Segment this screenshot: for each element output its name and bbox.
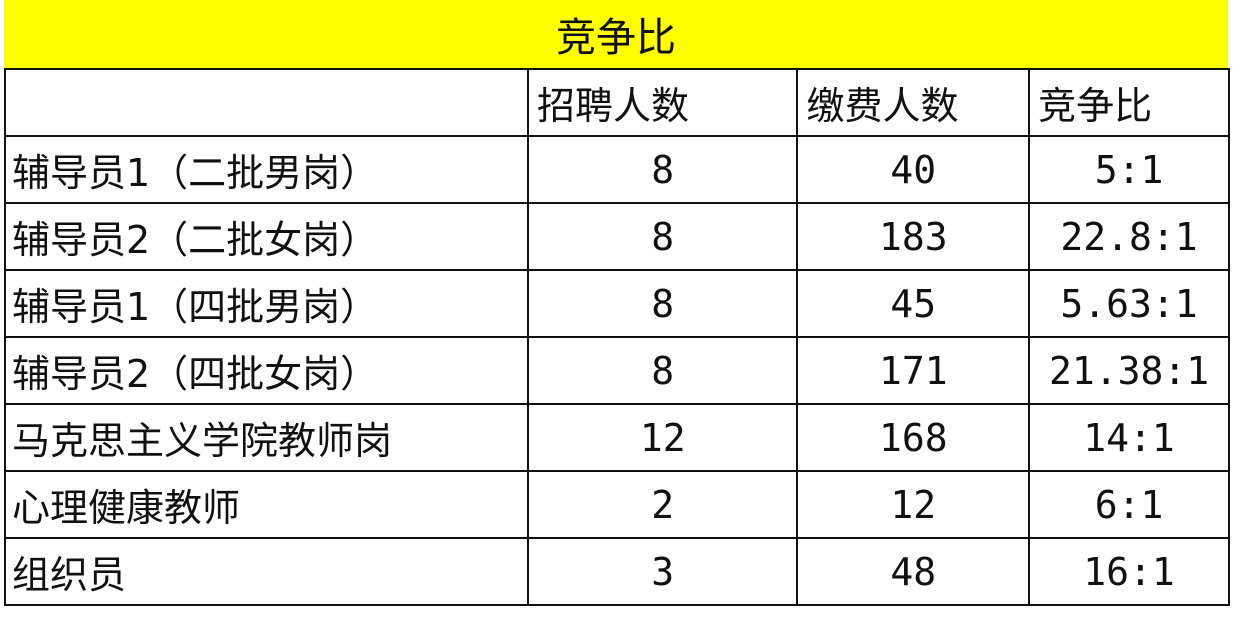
cell-hired: 8 [526, 336, 799, 405]
table-row: 辅导员1（二批男岗） 8 40 5:1 [4, 135, 1230, 204]
cell-paid: 48 [796, 537, 1031, 606]
header-paid: 缴费人数 [796, 68, 1031, 137]
cell-hired: 8 [526, 135, 799, 204]
header-row: 招聘人数 缴费人数 竞争比 [4, 68, 1230, 137]
cell-ratio: 22.8:1 [1028, 202, 1230, 271]
table-row: 辅导员1（四批男岗） 8 45 5.63:1 [4, 269, 1230, 338]
table-row: 辅导员2（四批女岗） 8 171 21.38:1 [4, 336, 1230, 405]
cell-position: 心理健康教师 [4, 470, 529, 539]
cell-hired: 8 [526, 202, 799, 271]
cell-position: 辅导员2（二批女岗） [4, 202, 529, 271]
competition-ratio-table: 招聘人数 缴费人数 竞争比 辅导员1（二批男岗） 8 40 5:1 辅导员2（二批女岗）… [4, 68, 1230, 606]
table-row: 辅导员2（二批女岗） 8 183 22.8:1 [4, 202, 1230, 271]
cell-position: 辅导员1（四批男岗） [4, 269, 529, 338]
cell-paid: 183 [796, 202, 1031, 271]
table-row: 组织员 3 48 16:1 [4, 537, 1230, 606]
cell-position: 辅导员2（四批女岗） [4, 336, 529, 405]
cell-position: 辅导员1（二批男岗） [4, 135, 529, 204]
table-row: 马克思主义学院教师岗 12 168 14:1 [4, 403, 1230, 472]
cell-hired: 2 [526, 470, 799, 539]
cell-ratio: 14:1 [1028, 403, 1230, 472]
cell-hired: 8 [526, 269, 799, 338]
cell-ratio: 5.63:1 [1028, 269, 1230, 338]
cell-hired: 3 [526, 537, 799, 606]
header-position [4, 68, 529, 137]
cell-ratio: 16:1 [1028, 537, 1230, 606]
cell-ratio: 6:1 [1028, 470, 1230, 539]
table-row: 心理健康教师 2 12 6:1 [4, 470, 1230, 539]
cell-ratio: 21.38:1 [1028, 336, 1230, 405]
cell-paid: 168 [796, 403, 1031, 472]
header-hired: 招聘人数 [526, 68, 799, 137]
cell-hired: 12 [526, 403, 799, 472]
cell-paid: 12 [796, 470, 1031, 539]
cell-position: 马克思主义学院教师岗 [4, 403, 529, 472]
cell-paid: 45 [796, 269, 1031, 338]
cell-ratio: 5:1 [1028, 135, 1230, 204]
cell-paid: 171 [796, 336, 1031, 405]
table-title: 竞争比 [4, 0, 1228, 68]
cell-paid: 40 [796, 135, 1031, 204]
header-ratio: 竞争比 [1028, 68, 1230, 137]
cell-position: 组织员 [4, 537, 529, 606]
